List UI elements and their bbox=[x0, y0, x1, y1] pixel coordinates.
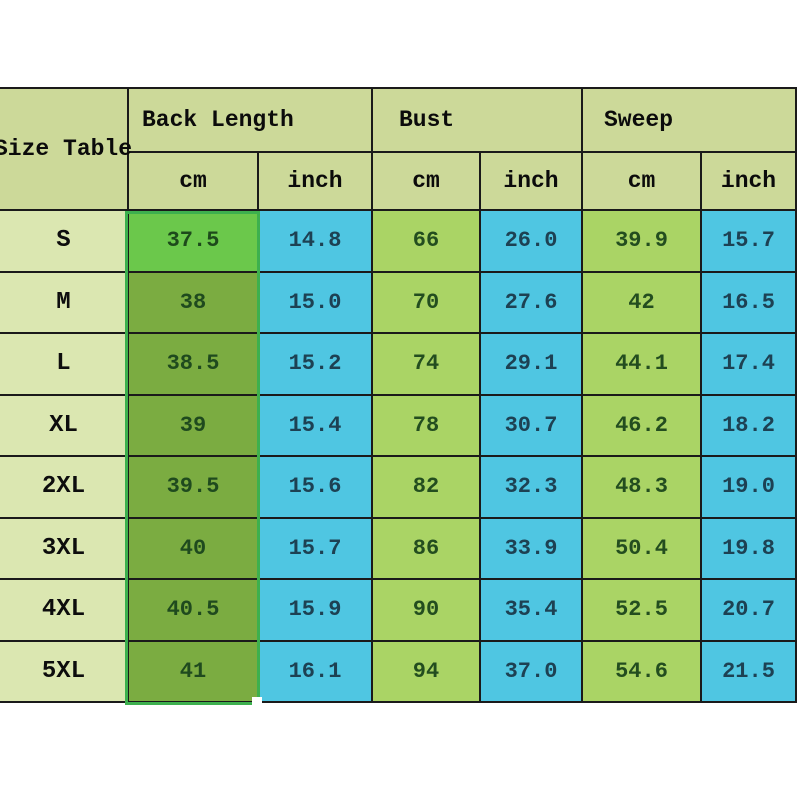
cell-5XL-sweep-cm: 54.6 bbox=[583, 641, 700, 701]
cell-M-bust-inch: 27.6 bbox=[481, 272, 581, 332]
size-label-5XL: 5XL bbox=[0, 641, 127, 701]
sweep-label: Sweep bbox=[604, 107, 674, 133]
cell-XL-back-length-cm: 39 bbox=[129, 395, 257, 455]
cell-S-bust-cm: 66 bbox=[373, 211, 479, 271]
size-label-XL: XL bbox=[0, 395, 127, 455]
cell-2XL-sweep-inch: 19.0 bbox=[702, 457, 795, 517]
cell-M-sweep-inch: 16.5 bbox=[702, 272, 795, 332]
cell-3XL-back-length-cm: 40 bbox=[129, 518, 257, 578]
cell-2XL-sweep-cm: 48.3 bbox=[583, 457, 700, 517]
cell-S-back-length-inch: 14.8 bbox=[259, 211, 371, 271]
size-label-L: L bbox=[0, 334, 127, 394]
cell-2XL-back-length-inch: 15.6 bbox=[259, 457, 371, 517]
cell-S-back-length-cm: 37.5 bbox=[129, 211, 257, 271]
cell-S-sweep-inch: 15.7 bbox=[702, 211, 795, 271]
cell-L-bust-inch: 29.1 bbox=[481, 334, 581, 394]
size-label-3XL: 3XL bbox=[0, 518, 127, 578]
cell-M-back-length-cm: 38 bbox=[129, 272, 257, 332]
subheader-sweep-inch: inch bbox=[702, 153, 795, 209]
cell-3XL-sweep-cm: 50.4 bbox=[583, 518, 700, 578]
cell-XL-sweep-cm: 46.2 bbox=[583, 395, 700, 455]
cell-S-bust-inch: 26.0 bbox=[481, 211, 581, 271]
cell-5XL-back-length-inch: 16.1 bbox=[259, 641, 371, 701]
cell-4XL-sweep-inch: 20.7 bbox=[702, 580, 795, 640]
cell-L-sweep-cm: 44.1 bbox=[583, 334, 700, 394]
column-group-bust: Bust bbox=[373, 89, 581, 151]
size-label-M: M bbox=[0, 272, 127, 332]
cell-2XL-bust-inch: 32.3 bbox=[481, 457, 581, 517]
size-label-S: S bbox=[0, 211, 127, 271]
size-label-4XL: 4XL bbox=[0, 580, 127, 640]
size-grid: Size Table Back Length Bust Sweep cm inc… bbox=[0, 87, 797, 707]
cell-3XL-bust-inch: 33.9 bbox=[481, 518, 581, 578]
cell-L-back-length-inch: 15.2 bbox=[259, 334, 371, 394]
cell-3XL-back-length-inch: 15.7 bbox=[259, 518, 371, 578]
cell-S-sweep-cm: 39.9 bbox=[583, 211, 700, 271]
column-group-back-length: Back Length bbox=[129, 89, 371, 151]
subheader-back-length-inch: inch bbox=[259, 153, 371, 209]
cell-L-bust-cm: 74 bbox=[373, 334, 479, 394]
back-length-label: Back Length bbox=[142, 107, 294, 133]
cell-XL-sweep-inch: 18.2 bbox=[702, 395, 795, 455]
bust-label: Bust bbox=[399, 107, 455, 133]
subheader-sweep-cm: cm bbox=[583, 153, 700, 209]
cell-XL-back-length-inch: 15.4 bbox=[259, 395, 371, 455]
cell-4XL-bust-inch: 35.4 bbox=[481, 580, 581, 640]
cell-4XL-bust-cm: 90 bbox=[373, 580, 479, 640]
cell-5XL-back-length-cm: 41 bbox=[129, 641, 257, 701]
cell-2XL-bust-cm: 82 bbox=[373, 457, 479, 517]
subheader-back-length-cm: cm bbox=[129, 153, 257, 209]
column-group-sweep: Sweep bbox=[583, 89, 795, 151]
cell-4XL-back-length-inch: 15.9 bbox=[259, 580, 371, 640]
cell-4XL-back-length-cm: 40.5 bbox=[129, 580, 257, 640]
cell-5XL-sweep-inch: 21.5 bbox=[702, 641, 795, 701]
cell-M-sweep-cm: 42 bbox=[583, 272, 700, 332]
cell-L-back-length-cm: 38.5 bbox=[129, 334, 257, 394]
size-table-title: Size Table bbox=[0, 136, 133, 162]
cell-5XL-bust-inch: 37.0 bbox=[481, 641, 581, 701]
size-table-corner-cell: Size Table bbox=[0, 89, 132, 209]
cell-XL-bust-inch: 30.7 bbox=[481, 395, 581, 455]
subheader-bust-cm: cm bbox=[373, 153, 479, 209]
size-label-2XL: 2XL bbox=[0, 457, 127, 517]
cell-M-bust-cm: 70 bbox=[373, 272, 479, 332]
cell-3XL-bust-cm: 86 bbox=[373, 518, 479, 578]
subheader-bust-inch: inch bbox=[481, 153, 581, 209]
cell-3XL-sweep-inch: 19.8 bbox=[702, 518, 795, 578]
cell-5XL-bust-cm: 94 bbox=[373, 641, 479, 701]
cell-M-back-length-inch: 15.0 bbox=[259, 272, 371, 332]
cell-2XL-back-length-cm: 39.5 bbox=[129, 457, 257, 517]
cell-L-sweep-inch: 17.4 bbox=[702, 334, 795, 394]
cell-4XL-sweep-cm: 52.5 bbox=[583, 580, 700, 640]
cell-XL-bust-cm: 78 bbox=[373, 395, 479, 455]
